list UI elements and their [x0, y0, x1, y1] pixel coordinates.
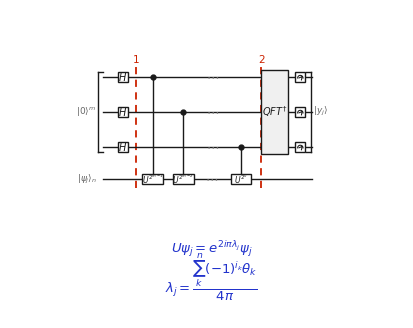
Text: $|y_j\rangle$: $|y_j\rangle$ — [313, 105, 328, 118]
Bar — [295, 142, 306, 152]
Text: 2: 2 — [258, 54, 265, 65]
Text: $\cdots$: $\cdots$ — [206, 105, 220, 118]
Text: $|0\rangle^m$: $|0\rangle^m$ — [76, 105, 96, 118]
Text: 1: 1 — [133, 54, 140, 65]
Bar — [142, 174, 163, 184]
Bar — [295, 107, 306, 117]
Text: $|\psi_j\rangle_n$: $|\psi_j\rangle_n$ — [77, 173, 97, 186]
Text: $U^{2^{m-1}}$: $U^{2^{m-1}}$ — [142, 173, 164, 186]
Text: $H$: $H$ — [119, 141, 128, 153]
Bar — [261, 70, 288, 154]
Text: $U^{2^{m-2}}$: $U^{2^{m-2}}$ — [173, 173, 195, 186]
Text: $H$: $H$ — [119, 71, 128, 83]
Bar — [118, 72, 128, 82]
Text: $\lambda_j = \dfrac{\sum_k^n (-1)^{i_k}\theta_k}{4\pi}$: $\lambda_j = \dfrac{\sum_k^n (-1)^{i_k}\… — [165, 252, 258, 303]
Text: $\cdots$: $\cdots$ — [206, 71, 220, 83]
Bar — [118, 142, 128, 152]
Text: $H$: $H$ — [119, 106, 128, 118]
Bar — [118, 107, 128, 117]
Text: $U^{2^0}$: $U^{2^0}$ — [234, 173, 248, 186]
Text: $QFT^{\dagger}$: $QFT^{\dagger}$ — [262, 105, 287, 119]
Bar — [231, 174, 251, 184]
Bar — [173, 174, 194, 184]
Text: $U\psi_j = e^{2i\pi\lambda_j}\psi_j$: $U\psi_j = e^{2i\pi\lambda_j}\psi_j$ — [171, 239, 252, 259]
Text: $\cdots$: $\cdots$ — [206, 140, 220, 153]
Bar — [295, 72, 306, 82]
Text: $\cdots$: $\cdots$ — [205, 173, 218, 186]
